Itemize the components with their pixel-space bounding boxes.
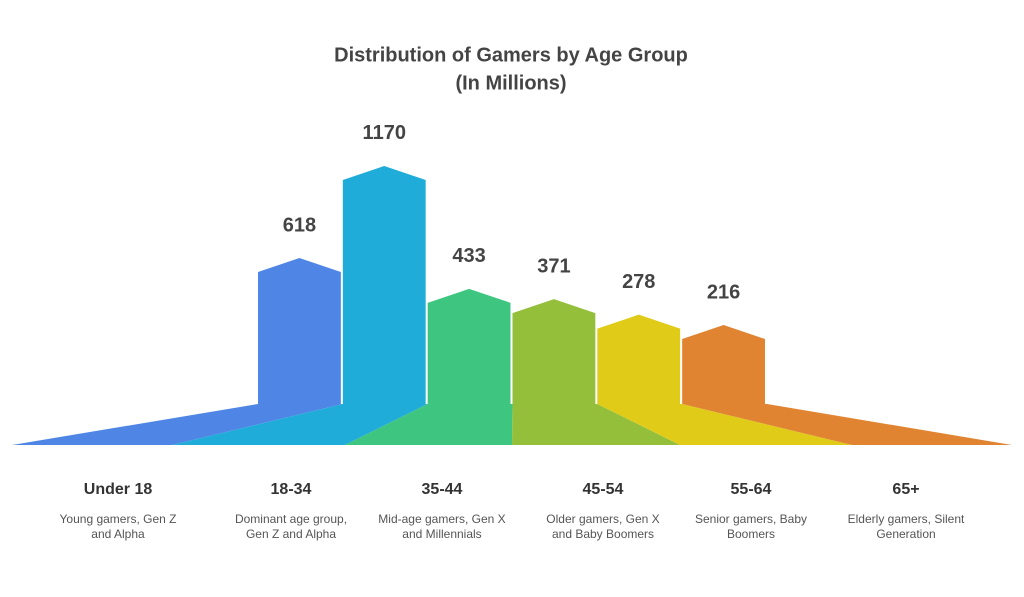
category-description: Senior gamers, Baby (695, 512, 807, 526)
bar-base (345, 404, 513, 445)
category-label: 55-64 (731, 481, 772, 498)
category-description: Dominant age group, (235, 512, 347, 526)
bar (258, 257, 341, 404)
bar (342, 165, 426, 404)
category-description: Generation (876, 527, 935, 541)
bar (682, 324, 765, 404)
bar (427, 288, 511, 404)
category-label: 35-44 (422, 481, 463, 498)
bar-base (12, 404, 343, 445)
bar-base (597, 404, 852, 445)
category-description: Young gamers, Gen Z (60, 512, 177, 526)
value-label: 1170 (363, 122, 406, 144)
value-label: 433 (452, 245, 485, 267)
category-label: 65+ (892, 481, 919, 498)
chart-title: Distribution of Gamers by Age Group (334, 44, 688, 66)
category-label: 18-34 (271, 481, 312, 498)
category-description: and Alpha (91, 527, 145, 541)
category-description: Elderly gamers, Silent (848, 512, 965, 526)
value-label: 618 (283, 214, 316, 236)
value-label: 371 (537, 255, 570, 277)
category-description: Gen Z and Alpha (246, 527, 336, 541)
value-label: 278 (622, 271, 655, 293)
bar (512, 299, 596, 404)
chart-subtitle: (In Millions) (455, 72, 566, 94)
category-description: Boomers (727, 527, 775, 541)
category-description: Older gamers, Gen X (546, 512, 659, 526)
category-description: and Millennials (402, 527, 481, 541)
category-description: and Baby Boomers (552, 527, 654, 541)
category-label: Under 18 (84, 481, 153, 498)
bar-base (172, 404, 428, 445)
bar-base (682, 404, 1012, 445)
value-label: 216 (707, 281, 740, 303)
bar (597, 314, 681, 404)
category-description: Mid-age gamers, Gen X (378, 512, 505, 526)
category-label: 45-54 (583, 481, 624, 498)
bar-base (512, 404, 680, 445)
